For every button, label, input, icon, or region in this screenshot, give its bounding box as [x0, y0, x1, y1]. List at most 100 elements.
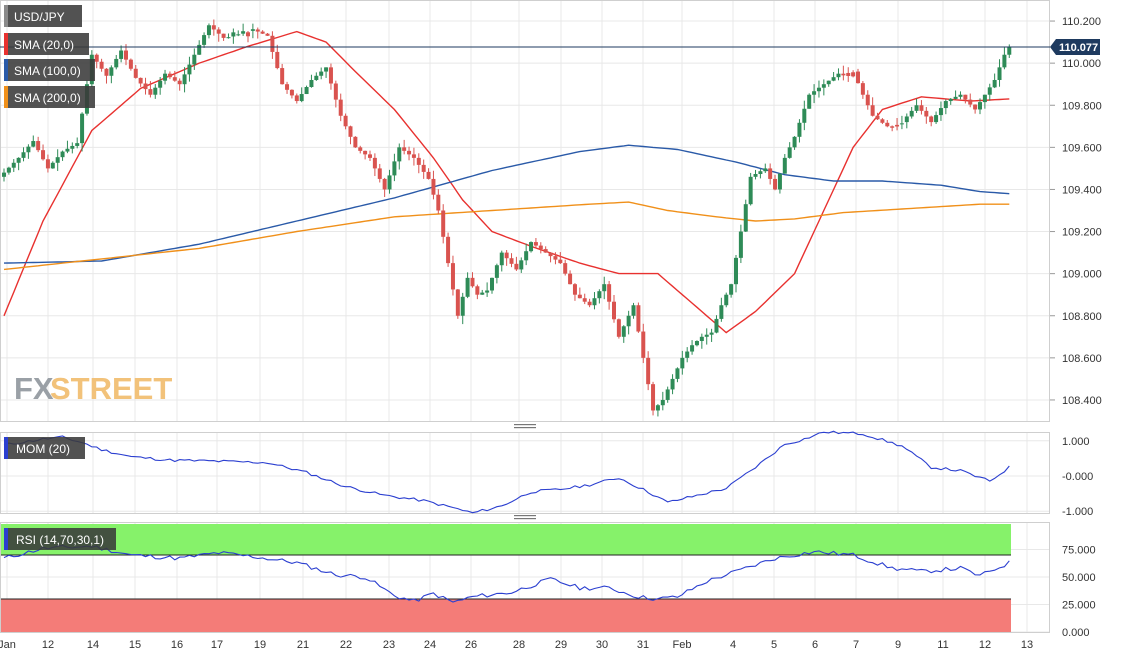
x-axis-label: 13 [1021, 639, 1033, 651]
candle-body [899, 123, 904, 125]
price-axis-label: 109.800 [1062, 100, 1102, 112]
candle-body [895, 124, 900, 127]
candle-body [304, 87, 309, 95]
legend-sma200[interactable]: SMA (200,0) [4, 86, 95, 108]
candle-body [943, 101, 948, 109]
candle-body [475, 286, 480, 295]
candle-body [548, 252, 553, 257]
price-axis-label: 108.400 [1062, 395, 1102, 407]
candle-body [704, 334, 709, 337]
candle-body [392, 161, 397, 176]
candle-body [343, 115, 348, 127]
x-axis-label: 26 [465, 639, 477, 651]
rsi-overbought-band [1, 524, 1011, 555]
candle-body [997, 67, 1002, 80]
candle-body [128, 59, 133, 69]
candle-body [382, 178, 387, 190]
candle-body [602, 284, 607, 292]
candle-body [904, 116, 909, 123]
candle-body [777, 173, 782, 190]
candle-body [631, 305, 636, 316]
candle-body [206, 25, 211, 36]
candle-body [294, 95, 299, 102]
mom-axis-label: -0.000 [1062, 471, 1093, 483]
fxstreet-logo: FX STREET [14, 371, 172, 406]
axis-labels: 110.200110.000109.800109.600109.400109.2… [0, 16, 1102, 651]
price-axis-label: 110.000 [1062, 58, 1101, 70]
candle-body [455, 289, 460, 316]
legend-box [4, 437, 85, 459]
candle-body [680, 357, 685, 369]
candle-body [470, 277, 475, 287]
candle-body [148, 89, 153, 95]
candle-body [797, 122, 802, 137]
mom-axis-label: -1.000 [1062, 506, 1093, 518]
candle-body [870, 105, 875, 116]
candle-body [182, 74, 187, 85]
rsi-axis-label: 0.000 [1062, 627, 1090, 639]
sma200-line [3, 201, 1010, 271]
candle-body [592, 298, 597, 306]
price-axis-label: 109.000 [1062, 269, 1102, 281]
candle-body [651, 384, 656, 411]
candle-body [441, 210, 446, 237]
rsi-axis-label: 75.000 [1062, 545, 1096, 557]
current-price-marker: 110.077 [0, 38, 1100, 55]
candle-body [26, 146, 31, 153]
legend-box [4, 59, 95, 81]
candle-body [426, 171, 431, 179]
rsi-panel-resize-handle[interactable] [514, 515, 536, 520]
candle-body [11, 162, 16, 168]
candle-body [958, 94, 963, 97]
candle-body [187, 64, 192, 75]
candle-body [192, 54, 197, 65]
candle-body [973, 104, 978, 110]
candle-body [338, 99, 343, 116]
x-axis-label: 17 [211, 639, 223, 651]
candle-body [143, 83, 148, 90]
legend-label: SMA (200,0) [14, 91, 81, 105]
mom-panel-resize-handle[interactable] [514, 424, 536, 429]
x-axis-label: 4 [730, 639, 736, 651]
candle-body [914, 105, 919, 111]
candle-body [968, 99, 973, 105]
candle-body [216, 29, 221, 34]
candle-body [504, 252, 509, 259]
candle-body [978, 102, 982, 110]
candle-body [553, 256, 558, 260]
candle-body [929, 116, 934, 123]
mom-line [3, 430, 1010, 514]
candle-body [694, 341, 699, 346]
candle-body [221, 33, 226, 38]
legend-mom[interactable]: MOM (20) [4, 437, 85, 459]
legend-rsi[interactable]: RSI (14,70,30,1) [4, 528, 116, 550]
x-axis-label: 28 [513, 639, 525, 651]
candle-body [953, 96, 958, 99]
legend-sma20[interactable]: SMA (20,0) [4, 33, 89, 55]
price-axis-label: 108.600 [1062, 353, 1102, 365]
candle-body [60, 151, 65, 158]
rsi-line [3, 544, 1010, 603]
candle-body [763, 168, 768, 172]
legend-sma100[interactable]: SMA (100,0) [4, 59, 95, 81]
candle-body [450, 263, 455, 290]
candle-body [421, 164, 426, 172]
candle-body [572, 284, 577, 295]
candle-body [265, 33, 270, 36]
candle-body [812, 91, 817, 95]
candle-body [587, 301, 592, 306]
legend-label: MOM (20) [16, 442, 70, 456]
x-axis-label: 22 [340, 639, 352, 651]
candle-body [787, 147, 792, 158]
candle-body [919, 105, 924, 111]
legend-usdjpy[interactable]: USD/JPY [4, 5, 82, 27]
candle-body [758, 171, 763, 175]
candle-body [270, 35, 275, 52]
candle-body [280, 68, 285, 85]
indicator-lines [3, 430, 1010, 603]
candle-body [41, 150, 46, 160]
candle-body [31, 141, 36, 147]
candle-body [802, 108, 807, 123]
candle-body [499, 252, 504, 266]
mom-panel-frame [0, 432, 1050, 514]
